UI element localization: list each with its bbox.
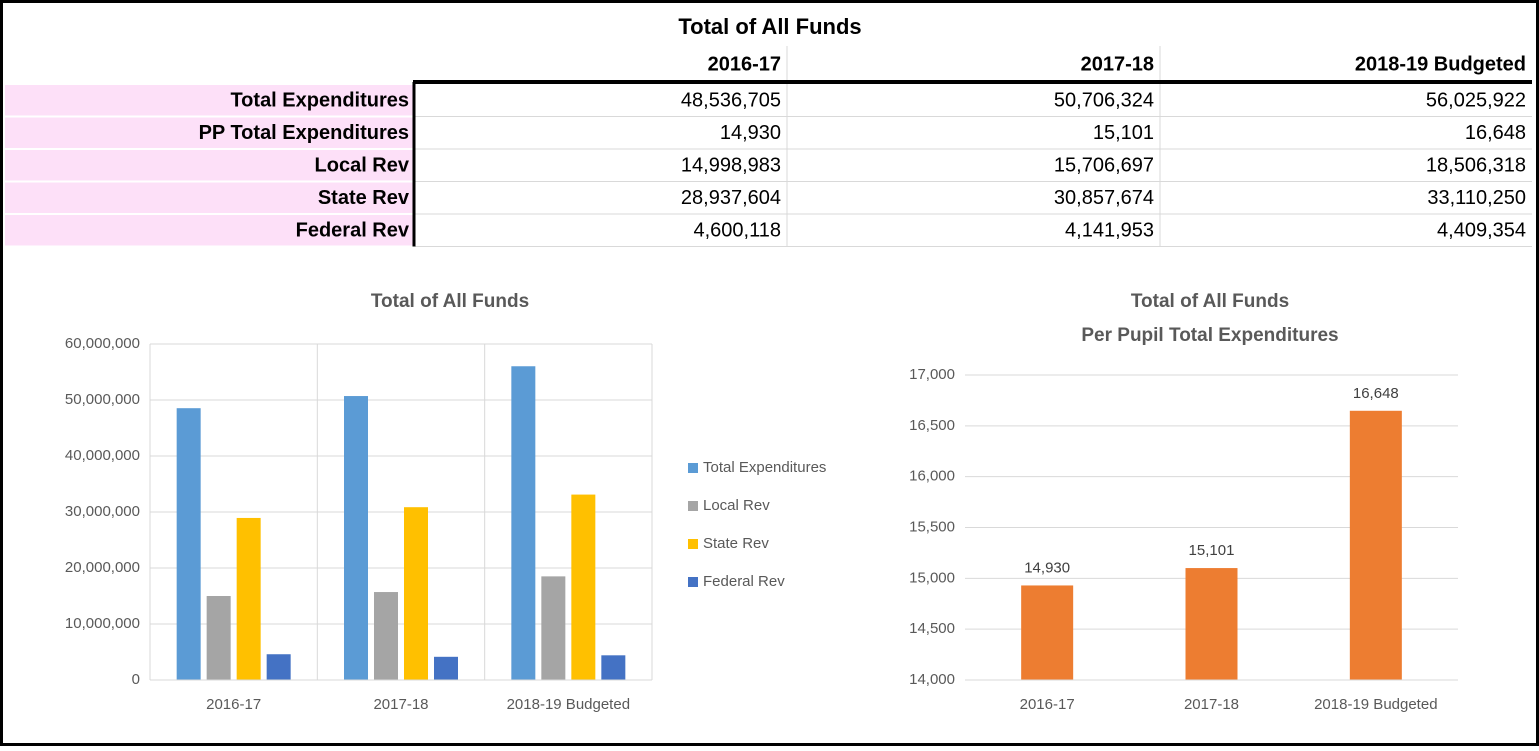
cell: 33,110,250 xyxy=(1427,187,1526,209)
legend-swatch xyxy=(688,463,698,473)
row-label-bg xyxy=(5,215,413,246)
legend-swatch xyxy=(688,501,698,511)
cell: 4,600,118 xyxy=(694,220,782,242)
bar xyxy=(571,494,596,680)
y-tick-label: 17,000 xyxy=(909,366,955,383)
row-label: State Rev xyxy=(318,187,410,209)
bar xyxy=(344,396,368,680)
legend-label: Total Expenditures xyxy=(703,459,826,476)
cell: 30,857,674 xyxy=(1054,187,1154,209)
chart-title: Total of All Funds xyxy=(371,291,529,312)
cell: 18,506,318 xyxy=(1426,155,1526,177)
y-tick-label: 50,000,000 xyxy=(65,391,140,408)
row-label-bg xyxy=(5,85,413,116)
data-label: 14,930 xyxy=(1024,559,1070,576)
y-tick-label: 10,000,000 xyxy=(65,615,140,632)
row-label-bg xyxy=(5,150,413,181)
cell: 28,937,604 xyxy=(681,187,781,209)
cell: 4,409,354 xyxy=(1437,220,1526,242)
bar xyxy=(236,517,261,680)
legend-label: Local Rev xyxy=(703,497,770,514)
bar xyxy=(1021,585,1074,680)
y-tick-label: 20,000,000 xyxy=(65,559,140,576)
cell: 14,998,983 xyxy=(681,155,781,177)
data-label: 15,101 xyxy=(1189,542,1235,559)
chart-title: Total of All Funds xyxy=(1131,291,1289,312)
row-label: Local Rev xyxy=(315,155,410,177)
x-tick-label: 2016-17 xyxy=(206,696,261,713)
bar xyxy=(511,366,536,680)
bar xyxy=(601,655,626,680)
x-tick-label: 2017-18 xyxy=(1184,696,1239,713)
bar xyxy=(374,592,398,680)
y-tick-label: 16,500 xyxy=(909,417,955,434)
legend-swatch xyxy=(688,539,698,549)
bar xyxy=(404,507,428,680)
row-label-bg xyxy=(5,117,413,148)
x-tick-label: 2018-19 Budgeted xyxy=(1314,696,1437,713)
cell: 50,706,324 xyxy=(1054,90,1154,112)
cell: 56,025,922 xyxy=(1426,90,1526,112)
y-tick-label: 14,500 xyxy=(909,620,955,637)
cell: 14,930 xyxy=(720,122,781,144)
cell: 15,101 xyxy=(1093,122,1154,144)
bar xyxy=(541,576,566,680)
cell: 15,706,697 xyxy=(1054,155,1154,177)
chart-subtitle: Per Pupil Total Expenditures xyxy=(1081,325,1338,346)
cell: 48,536,705 xyxy=(681,90,781,112)
column-header: 2018-19 Budgeted xyxy=(1355,53,1526,75)
data-label: 16,648 xyxy=(1353,385,1399,402)
row-label: Total Expenditures xyxy=(230,90,409,112)
table-title: Total of All Funds xyxy=(678,14,861,39)
x-tick-label: 2016-17 xyxy=(1020,696,1075,713)
y-tick-label: 30,000,000 xyxy=(65,503,140,520)
column-header: 2017-18 xyxy=(1081,53,1154,75)
legend-swatch xyxy=(688,577,698,587)
y-tick-label: 14,000 xyxy=(909,671,955,688)
cell: 4,141,953 xyxy=(1065,220,1154,242)
row-label-bg xyxy=(5,182,413,213)
x-tick-label: 2018-19 Budgeted xyxy=(507,696,630,713)
y-tick-label: 60,000,000 xyxy=(65,335,140,352)
legend-label: Federal Rev xyxy=(703,573,785,590)
bar xyxy=(206,596,231,680)
row-label: PP Total Expenditures xyxy=(199,122,409,144)
bar xyxy=(1185,568,1238,680)
bar xyxy=(1349,410,1402,680)
bar xyxy=(266,654,291,680)
bar xyxy=(434,656,458,680)
column-header: 2016-17 xyxy=(708,53,781,75)
y-tick-label: 16,000 xyxy=(909,468,955,485)
cell: 16,648 xyxy=(1465,122,1526,144)
y-tick-label: 15,000 xyxy=(909,569,955,586)
y-tick-label: 15,500 xyxy=(909,518,955,535)
bar xyxy=(176,408,201,680)
x-tick-label: 2017-18 xyxy=(373,696,428,713)
legend-label: State Rev xyxy=(703,535,769,552)
y-tick-label: 0 xyxy=(132,671,140,688)
table: 2016-17 2017-18 2018-19 Budgeted Total Expe… xyxy=(5,46,1532,247)
y-tick-label: 40,000,000 xyxy=(65,447,140,464)
row-label: Federal Rev xyxy=(296,220,410,242)
